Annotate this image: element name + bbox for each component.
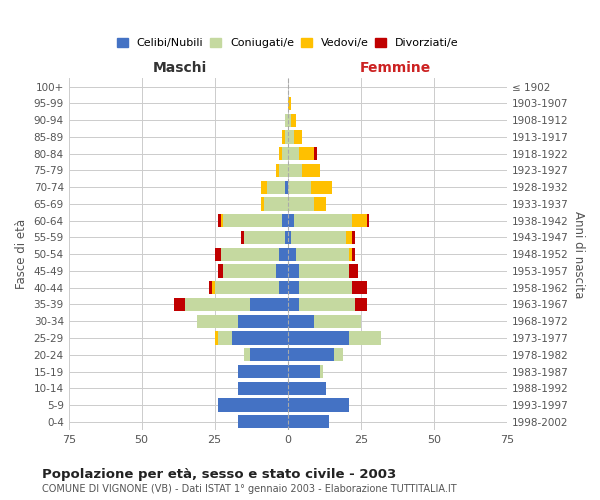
Bar	[349, 264, 358, 278]
Bar	[267, 180, 285, 194]
Bar	[218, 398, 287, 411]
Bar	[215, 248, 221, 261]
Bar	[282, 130, 285, 143]
Bar	[238, 382, 287, 395]
Bar	[302, 164, 320, 177]
Bar	[299, 281, 352, 294]
Bar	[287, 298, 299, 311]
Bar	[314, 314, 361, 328]
Bar	[367, 214, 370, 228]
Bar	[314, 198, 326, 210]
Bar	[209, 281, 212, 294]
Bar	[218, 264, 223, 278]
Bar	[352, 248, 355, 261]
Y-axis label: Fasce di età: Fasce di età	[15, 219, 28, 290]
Bar	[250, 348, 287, 362]
Bar	[282, 214, 287, 228]
Bar	[287, 398, 349, 411]
Bar	[262, 198, 265, 210]
Bar	[287, 281, 299, 294]
Bar	[265, 198, 287, 210]
Bar	[223, 264, 276, 278]
Bar	[293, 130, 302, 143]
Bar	[287, 147, 299, 160]
Bar	[287, 231, 290, 244]
Bar	[250, 298, 287, 311]
Bar	[287, 314, 314, 328]
Bar	[174, 298, 185, 311]
Text: COMUNE DI VIGNONE (VB) - Dati ISTAT 1° gennaio 2003 - Elaborazione TUTTITALIA.IT: COMUNE DI VIGNONE (VB) - Dati ISTAT 1° g…	[42, 484, 457, 494]
Bar	[287, 97, 290, 110]
Bar	[215, 332, 218, 344]
Bar	[238, 365, 287, 378]
Bar	[299, 298, 355, 311]
Bar	[287, 332, 349, 344]
Bar	[223, 214, 282, 228]
Bar	[287, 130, 293, 143]
Bar	[215, 281, 279, 294]
Bar	[287, 164, 302, 177]
Bar	[279, 281, 287, 294]
Bar	[221, 248, 279, 261]
Bar	[212, 281, 215, 294]
Bar	[287, 180, 311, 194]
Bar	[287, 114, 290, 127]
Bar	[355, 298, 367, 311]
Bar	[218, 332, 232, 344]
Bar	[244, 231, 285, 244]
Bar	[285, 180, 287, 194]
Bar	[334, 348, 343, 362]
Bar	[262, 180, 267, 194]
Bar	[287, 264, 299, 278]
Bar	[185, 298, 250, 311]
Bar	[314, 147, 317, 160]
Bar	[320, 365, 323, 378]
Bar	[287, 214, 293, 228]
Bar	[244, 348, 250, 362]
Bar	[299, 264, 349, 278]
Bar	[349, 248, 352, 261]
Bar	[311, 180, 331, 194]
Bar	[282, 147, 287, 160]
Text: Popolazione per età, sesso e stato civile - 2003: Popolazione per età, sesso e stato civil…	[42, 468, 396, 481]
Bar	[296, 248, 349, 261]
Bar	[276, 164, 279, 177]
Text: Femmine: Femmine	[360, 61, 431, 75]
Bar	[221, 214, 223, 228]
Bar	[238, 314, 287, 328]
Bar	[287, 198, 314, 210]
Bar	[197, 314, 238, 328]
Bar	[218, 214, 221, 228]
Bar	[299, 147, 314, 160]
Bar	[279, 248, 287, 261]
Bar	[290, 231, 346, 244]
Legend: Celibi/Nubili, Coniugati/e, Vedovi/e, Divorziati/e: Celibi/Nubili, Coniugati/e, Vedovi/e, Di…	[113, 34, 462, 52]
Bar	[293, 214, 352, 228]
Bar	[287, 248, 296, 261]
Bar	[287, 415, 329, 428]
Bar	[232, 332, 287, 344]
Bar	[287, 348, 334, 362]
Bar	[287, 365, 320, 378]
Bar	[238, 415, 287, 428]
Bar	[285, 130, 287, 143]
Bar	[279, 164, 287, 177]
Text: Maschi: Maschi	[152, 61, 207, 75]
Bar	[352, 214, 367, 228]
Bar	[279, 147, 282, 160]
Bar	[352, 231, 355, 244]
Bar	[287, 382, 326, 395]
Bar	[285, 231, 287, 244]
Bar	[241, 231, 244, 244]
Bar	[352, 281, 367, 294]
Bar	[276, 264, 287, 278]
Bar	[285, 114, 287, 127]
Bar	[346, 231, 352, 244]
Bar	[349, 332, 381, 344]
Bar	[290, 114, 296, 127]
Y-axis label: Anni di nascita: Anni di nascita	[572, 210, 585, 298]
